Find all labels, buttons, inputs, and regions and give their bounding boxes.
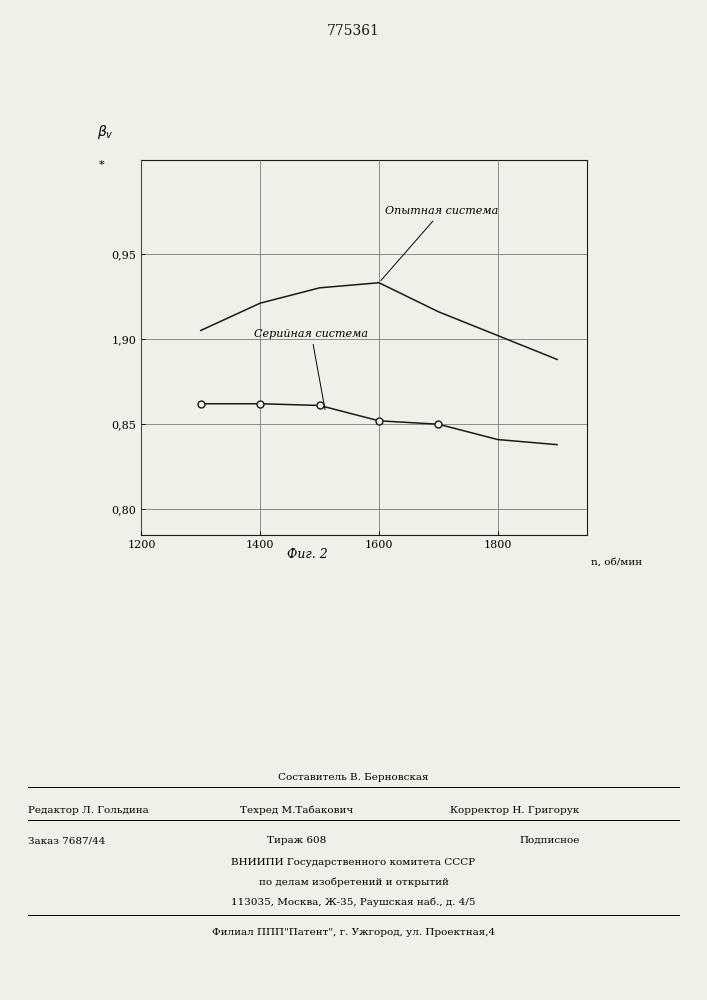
Text: Тираж 608: Тираж 608 (267, 836, 327, 845)
Text: ВНИИПИ Государственного комитета СССР: ВНИИПИ Государственного комитета СССР (231, 858, 476, 867)
Text: Опытная система: Опытная система (381, 206, 498, 281)
Text: Заказ 7687/44: Заказ 7687/44 (28, 836, 105, 845)
Text: Филиал ППП"Патент", г. Ужгород, ул. Проектная,4: Филиал ППП"Патент", г. Ужгород, ул. Прое… (212, 928, 495, 937)
Text: 113035, Москва, Ж-35, Раушская наб., д. 4/5: 113035, Москва, Ж-35, Раушская наб., д. … (231, 898, 476, 907)
Text: Серийная система: Серийная система (255, 329, 368, 410)
Text: Корректор Н. Григорук: Корректор Н. Григорук (450, 806, 580, 815)
Text: Фиг. 2: Фиг. 2 (287, 548, 328, 561)
Text: *: * (99, 160, 105, 170)
Text: n, об/мин: n, об/мин (591, 558, 643, 566)
Text: Редактор Л. Гольдина: Редактор Л. Гольдина (28, 806, 149, 815)
Text: Техред М.Табакович: Техред М.Табакович (240, 806, 354, 815)
Text: 775361: 775361 (327, 24, 380, 38)
Text: Составитель В. Берновская: Составитель В. Берновская (279, 773, 428, 782)
Text: по делам изобретений и открытий: по делам изобретений и открытий (259, 878, 448, 887)
Text: Подписное: Подписное (520, 836, 580, 845)
Text: $\beta_v$: $\beta_v$ (97, 123, 114, 141)
